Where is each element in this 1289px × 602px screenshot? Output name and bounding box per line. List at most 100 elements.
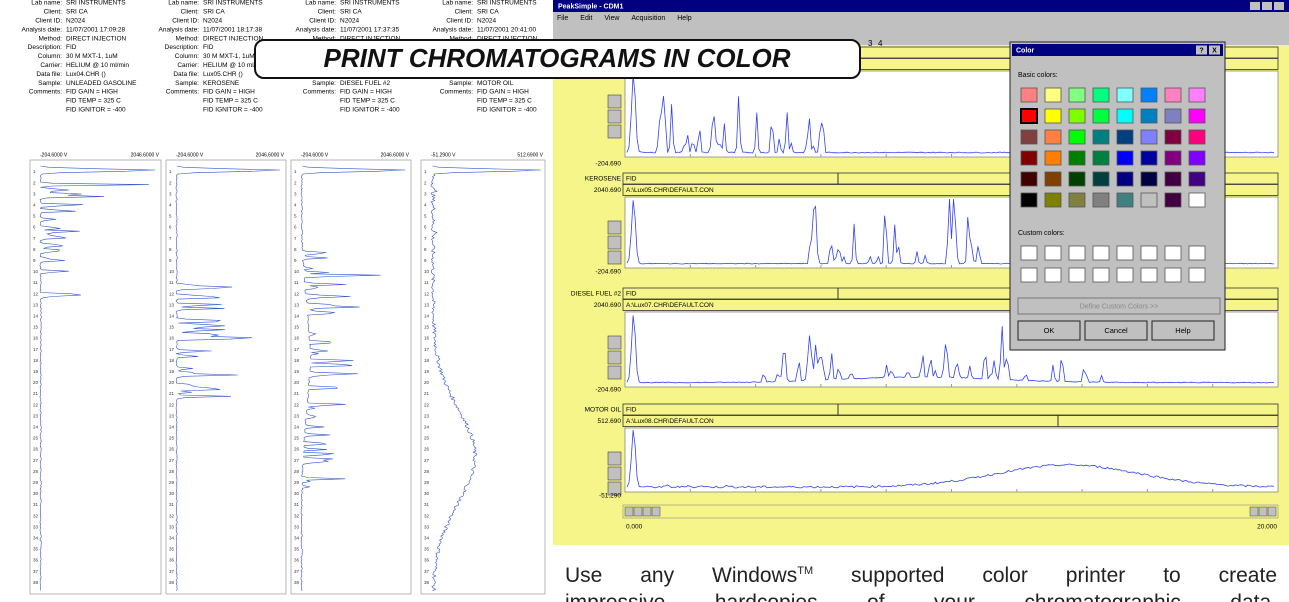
zoom-button[interactable]	[608, 236, 621, 249]
scroll-button[interactable]	[643, 507, 651, 516]
color-swatch[interactable]	[1045, 193, 1061, 207]
color-swatch[interactable]	[1189, 172, 1205, 186]
custom-swatch[interactable]	[1165, 246, 1181, 260]
custom-swatch[interactable]	[1045, 268, 1061, 282]
color-swatch[interactable]	[1021, 193, 1037, 207]
color-swatch[interactable]	[1117, 193, 1133, 207]
scroll-button[interactable]	[1250, 507, 1258, 516]
color-swatch[interactable]	[1165, 172, 1181, 186]
define-text[interactable]: Define Custom Colors >>	[1080, 303, 1159, 310]
color-swatch[interactable]	[1141, 172, 1157, 186]
zoom-button[interactable]	[608, 125, 621, 138]
zoom-button[interactable]	[608, 467, 621, 480]
color-swatch[interactable]	[1069, 109, 1085, 123]
color-swatch[interactable]	[1069, 130, 1085, 144]
color-swatch[interactable]	[1045, 172, 1061, 186]
zoom-button[interactable]	[608, 221, 621, 234]
custom-swatch[interactable]	[1021, 268, 1037, 282]
custom-swatch[interactable]	[1093, 246, 1109, 260]
custom-swatch[interactable]	[1141, 268, 1157, 282]
menu-item[interactable]: File	[557, 15, 568, 22]
color-swatch[interactable]	[1021, 130, 1037, 144]
dialog-button-text[interactable]: Help	[1175, 326, 1190, 335]
zoom-button[interactable]	[608, 366, 621, 379]
color-swatch[interactable]	[1189, 151, 1205, 165]
dialog-button-text[interactable]: OK	[1044, 326, 1055, 335]
color-swatch[interactable]	[1141, 109, 1157, 123]
color-swatch[interactable]	[1141, 151, 1157, 165]
custom-swatch[interactable]	[1093, 268, 1109, 282]
custom-swatch[interactable]	[1165, 268, 1181, 282]
color-swatch[interactable]	[1021, 151, 1037, 165]
custom-swatch[interactable]	[1021, 246, 1037, 260]
window-button[interactable]	[1262, 2, 1272, 10]
color-swatch[interactable]	[1021, 88, 1037, 102]
color-swatch[interactable]	[1189, 193, 1205, 207]
basic-label: Basic colors:	[1018, 72, 1058, 79]
custom-swatch[interactable]	[1141, 246, 1157, 260]
color-swatch[interactable]	[1093, 151, 1109, 165]
menu-item[interactable]: Acquisition	[631, 15, 665, 22]
color-swatch[interactable]	[1117, 151, 1133, 165]
color-swatch[interactable]	[1117, 88, 1133, 102]
menu-item[interactable]: View	[604, 15, 620, 22]
custom-swatch[interactable]	[1189, 246, 1205, 260]
color-swatch[interactable]	[1093, 193, 1109, 207]
color-swatch[interactable]	[1093, 172, 1109, 186]
color-swatch[interactable]	[1117, 109, 1133, 123]
custom-swatch[interactable]	[1069, 246, 1085, 260]
custom-swatch[interactable]	[1069, 268, 1085, 282]
color-swatch[interactable]	[1069, 193, 1085, 207]
color-swatch[interactable]	[1141, 88, 1157, 102]
scroll-button[interactable]	[1259, 507, 1267, 516]
color-swatch[interactable]	[1189, 88, 1205, 102]
sample-name: MOTOR OIL	[585, 407, 622, 414]
color-swatch[interactable]	[1165, 109, 1181, 123]
color-swatch[interactable]	[1165, 88, 1181, 102]
color-swatch[interactable]	[1189, 130, 1205, 144]
zoom-button[interactable]	[608, 336, 621, 349]
zoom-button[interactable]	[608, 452, 621, 465]
custom-swatch[interactable]	[1045, 246, 1061, 260]
color-swatch[interactable]	[1069, 151, 1085, 165]
color-swatch[interactable]	[1141, 193, 1157, 207]
zoom-button[interactable]	[608, 110, 621, 123]
color-swatch[interactable]	[1189, 109, 1205, 123]
color-swatch[interactable]	[1045, 88, 1061, 102]
dialog-button-text[interactable]: Cancel	[1104, 326, 1128, 335]
window-button[interactable]	[1250, 2, 1260, 10]
menu-item[interactable]: Help	[677, 15, 692, 22]
color-swatch[interactable]	[1165, 130, 1181, 144]
color-swatch[interactable]	[1117, 130, 1133, 144]
color-swatch[interactable]	[1141, 130, 1157, 144]
window-button[interactable]	[1274, 2, 1284, 10]
color-swatch[interactable]	[1045, 109, 1061, 123]
color-swatch[interactable]	[1093, 130, 1109, 144]
zoom-button[interactable]	[608, 251, 621, 264]
color-swatch[interactable]	[1117, 172, 1133, 186]
scroll-button[interactable]	[1268, 507, 1276, 516]
color-swatch[interactable]	[1165, 151, 1181, 165]
custom-swatch[interactable]	[1117, 268, 1133, 282]
close-icon[interactable]: X	[1212, 47, 1217, 54]
scroll-button[interactable]	[634, 507, 642, 516]
color-swatch[interactable]	[1069, 172, 1085, 186]
custom-swatch[interactable]	[1189, 268, 1205, 282]
color-swatch[interactable]	[1093, 88, 1109, 102]
color-swatch[interactable]	[1045, 130, 1061, 144]
scroll-button[interactable]	[652, 507, 660, 516]
color-swatch[interactable]	[1021, 172, 1037, 186]
color-swatch[interactable]	[1021, 109, 1037, 123]
time-tick: 21	[33, 391, 39, 396]
help-icon[interactable]: ?	[1199, 47, 1203, 54]
color-swatch[interactable]	[1165, 193, 1181, 207]
color-swatch[interactable]	[1093, 109, 1109, 123]
color-swatch[interactable]	[1045, 151, 1061, 165]
zoom-button[interactable]	[608, 351, 621, 364]
scroll-button[interactable]	[625, 507, 633, 516]
custom-swatch[interactable]	[1117, 246, 1133, 260]
menu-item[interactable]: Edit	[580, 15, 592, 22]
method-file: A:\Lux07.CHR\DEFAULT.CON	[626, 302, 714, 309]
color-swatch[interactable]	[1069, 88, 1085, 102]
zoom-button[interactable]	[608, 95, 621, 108]
